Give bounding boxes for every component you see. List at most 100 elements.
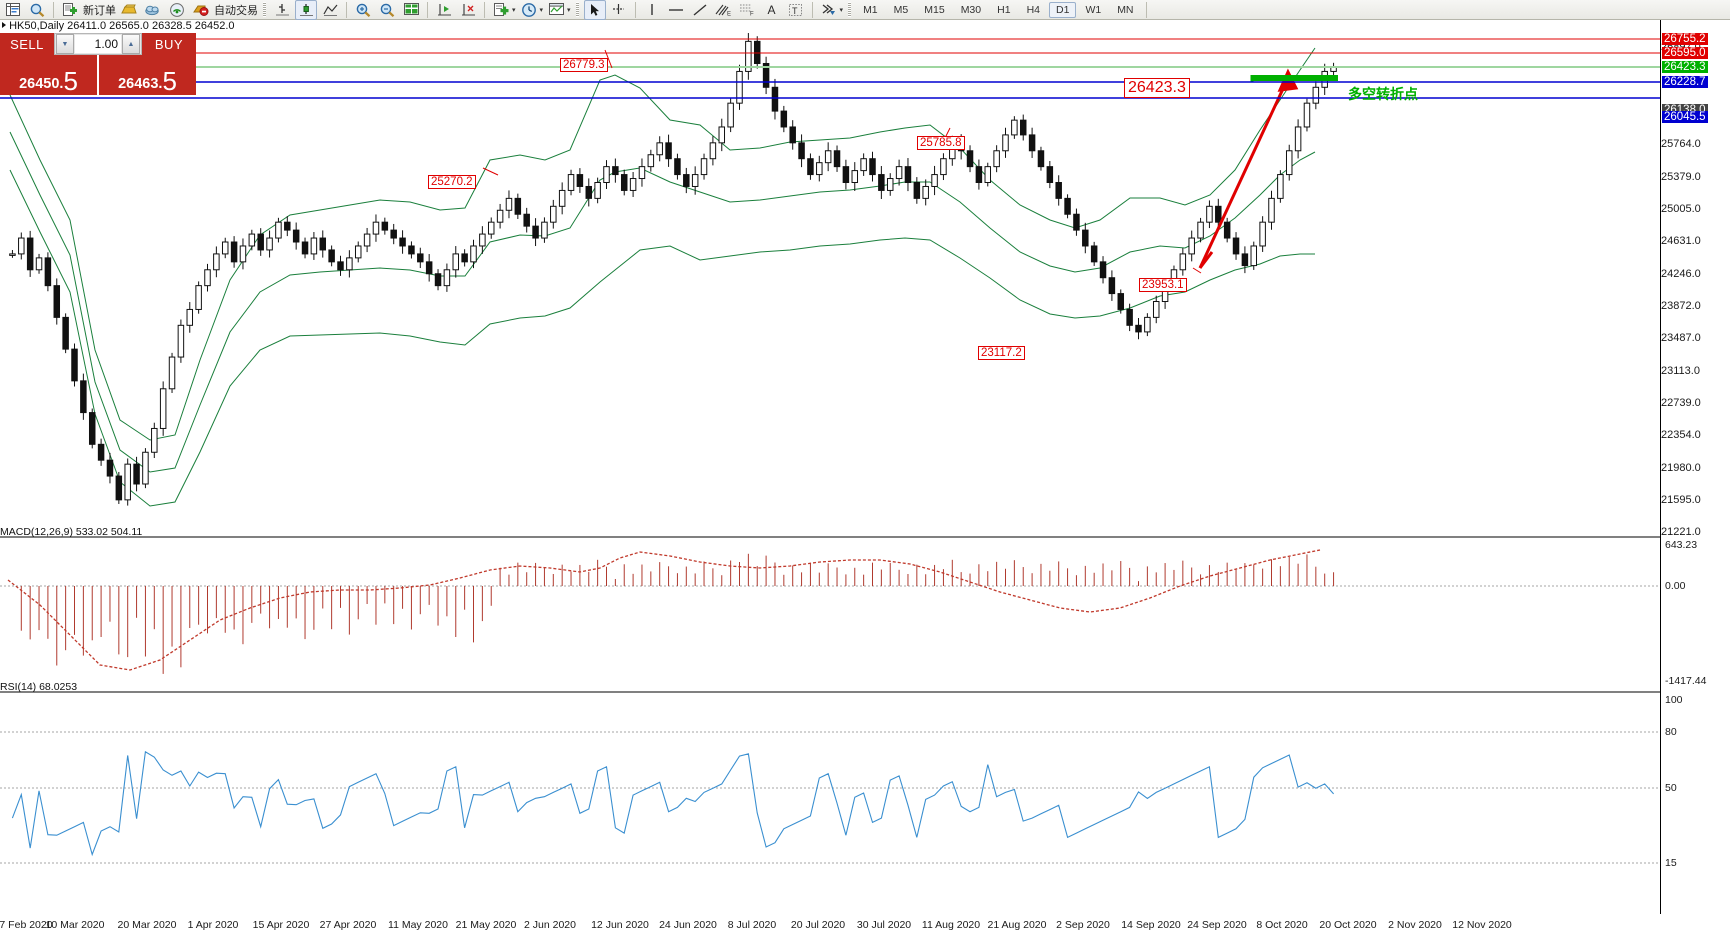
- price-label-blue-lower[interactable]: 26045.5: [1662, 111, 1708, 123]
- timeframe-m15[interactable]: M15: [924, 3, 945, 16]
- toolbar-grip[interactable]: [263, 2, 266, 17]
- sell-price-dot: .: [59, 76, 64, 92]
- timeframe-d1[interactable]: D1: [1049, 1, 1077, 18]
- timeframe-h1[interactable]: H1: [997, 3, 1011, 16]
- timeframe-m30[interactable]: M30: [960, 3, 982, 16]
- macd-pane[interactable]: [0, 549, 1660, 674]
- cloud-icon[interactable]: [142, 0, 164, 20]
- sell-price-frac: 5: [63, 65, 78, 96]
- templates-icon[interactable]: [545, 0, 567, 20]
- gold-bar-icon[interactable]: [118, 0, 140, 20]
- text-label-icon[interactable]: T: [785, 0, 807, 20]
- indicators-dropdown-icon[interactable]: ▾: [512, 6, 516, 14]
- cursor-icon[interactable]: [583, 0, 606, 20]
- chart-window[interactable]: 26779.3 26423.3 25785.8 25270.2 23953.1 …: [0, 20, 1730, 938]
- price-label-sell-limit[interactable]: 26755.2: [1662, 33, 1708, 45]
- time-tick: 10 Mar 2020: [45, 919, 105, 931]
- rsi-tick-50: 50: [1665, 782, 1677, 794]
- signal-icon[interactable]: [166, 0, 188, 20]
- time-tick: 24 Sep 2020: [1187, 919, 1247, 931]
- zoom-in-icon[interactable]: [352, 0, 374, 20]
- chart-expand-icon[interactable]: [2, 22, 6, 28]
- toolbar-grip-3[interactable]: [848, 2, 852, 17]
- chart-shift-icon[interactable]: [433, 0, 455, 20]
- time-tick: 12 Nov 2020: [1452, 919, 1512, 931]
- anno-26423[interactable]: 26423.3: [1124, 78, 1190, 98]
- buy-price-frac: 5: [162, 65, 177, 96]
- price-pane[interactable]: [0, 20, 1660, 914]
- auto-scroll-icon[interactable]: [457, 0, 479, 20]
- zoom-search-icon[interactable]: [26, 0, 48, 20]
- time-tick: 30 Jul 2020: [856, 919, 912, 931]
- auto-trading-label[interactable]: 自动交易: [214, 3, 258, 17]
- price-label-blue-upper[interactable]: 26228.7: [1662, 76, 1708, 88]
- anno-25785[interactable]: 25785.8: [917, 136, 965, 150]
- macd-tick-min: -1417.44: [1665, 675, 1707, 687]
- period-clock-icon[interactable]: [518, 0, 540, 20]
- price-label-current-green[interactable]: 26423.3: [1662, 61, 1708, 73]
- volume-increase-icon[interactable]: ▲: [122, 34, 140, 54]
- buy-button[interactable]: BUY: [142, 33, 196, 55]
- trade-panel-divider: [97, 55, 99, 95]
- price-axis[interactable]: 26897.0 25764.0 25379.0 25005.0 24631.0 …: [1660, 20, 1730, 914]
- timeframe-w1[interactable]: W1: [1085, 3, 1102, 16]
- time-tick: 21 Aug 2020: [987, 919, 1047, 931]
- time-tick: 2 Nov 2020: [1388, 919, 1442, 931]
- equidistant-channel-icon[interactable]: E: [713, 0, 735, 20]
- indicators-icon[interactable]: [490, 0, 512, 20]
- time-tick: 8 Jul 2020: [727, 919, 777, 931]
- line-chart-icon[interactable]: [319, 0, 341, 20]
- timeframe-mn[interactable]: MN: [1117, 3, 1134, 16]
- trendline-icon[interactable]: [689, 0, 711, 20]
- time-tick: 14 Sep 2020: [1121, 919, 1181, 931]
- one-click-trading-panel[interactable]: SELL ▼ 1.00 ▲ BUY 26450 . 5 26463 . 5: [0, 33, 196, 95]
- anno-23953[interactable]: 23953.1: [1139, 278, 1187, 292]
- objects-list-icon[interactable]: [818, 0, 840, 20]
- new-order-label[interactable]: 新订单: [83, 3, 116, 17]
- data-window-icon[interactable]: [400, 0, 422, 20]
- period-dropdown-icon[interactable]: ▾: [539, 6, 544, 14]
- price-label-red-upper[interactable]: 26595.0: [1662, 47, 1708, 59]
- trend-arrow: [1198, 68, 1299, 269]
- volume-decrease-icon[interactable]: ▼: [56, 34, 74, 54]
- anno-23117[interactable]: 23117.2: [978, 346, 1025, 360]
- volume-stepper[interactable]: ▼ 1.00 ▲: [54, 33, 142, 55]
- horizontal-line-icon[interactable]: [665, 0, 687, 20]
- text-icon[interactable]: A: [767, 2, 776, 17]
- crosshair-icon[interactable]: [608, 0, 630, 20]
- sell-button[interactable]: SELL: [0, 33, 54, 55]
- anno-26779[interactable]: 26779.3: [560, 58, 608, 72]
- macd-tick-max: 643.23: [1665, 539, 1698, 551]
- price-tick: 25764.0: [1661, 138, 1701, 150]
- macd-pane-label: MACD(12,26,9) 533.02 504.11: [0, 526, 143, 538]
- zoom-out-icon[interactable]: [376, 0, 398, 20]
- toolbar-separator-7: [1145, 1, 1147, 18]
- rsi-tick-80: 80: [1665, 726, 1677, 738]
- anno-25270[interactable]: 25270.2: [428, 175, 476, 189]
- vertical-line-icon[interactable]: [641, 0, 663, 20]
- expert-advisor-icon[interactable]: [190, 0, 212, 20]
- timeframe-h4[interactable]: H4: [1026, 3, 1040, 16]
- sell-price[interactable]: 26450 . 5: [0, 55, 97, 95]
- bar-chart-icon[interactable]: [271, 0, 293, 20]
- new-order-icon[interactable]: [59, 0, 81, 20]
- rsi-pane[interactable]: [0, 731, 1660, 864]
- objects-dropdown-icon[interactable]: ▾: [839, 6, 844, 14]
- toolbar-grip-2[interactable]: [575, 2, 579, 17]
- time-tick: 11 Aug 2020: [921, 919, 981, 931]
- time-tick: 2 Jun 2020: [524, 919, 576, 931]
- terminal-icon[interactable]: [2, 0, 24, 20]
- templates-dropdown-icon[interactable]: ▾: [567, 6, 571, 14]
- timeframe-m5[interactable]: M5: [893, 3, 909, 16]
- time-axis[interactable]: 7 Feb 2020 10 Mar 2020 20 Mar 2020 1 Apr 20…: [0, 914, 1730, 938]
- main-toolbar[interactable]: 新订单 自动交易 ▾ ▾ ▾: [0, 0, 1730, 20]
- time-tick: 20 Oct 2020: [1319, 919, 1377, 931]
- candlestick-chart-icon[interactable]: [295, 0, 317, 20]
- toolbar-separator-6: [811, 1, 813, 18]
- time-tick: 2 Sep 2020: [1056, 919, 1110, 931]
- volume-input[interactable]: 1.00: [75, 35, 121, 53]
- buy-price[interactable]: 26463 . 5: [99, 55, 196, 95]
- timeframe-m1[interactable]: M1: [863, 3, 878, 16]
- sell-price-int: 26450: [19, 76, 60, 92]
- fibonacci-icon[interactable]: F: [737, 0, 759, 20]
